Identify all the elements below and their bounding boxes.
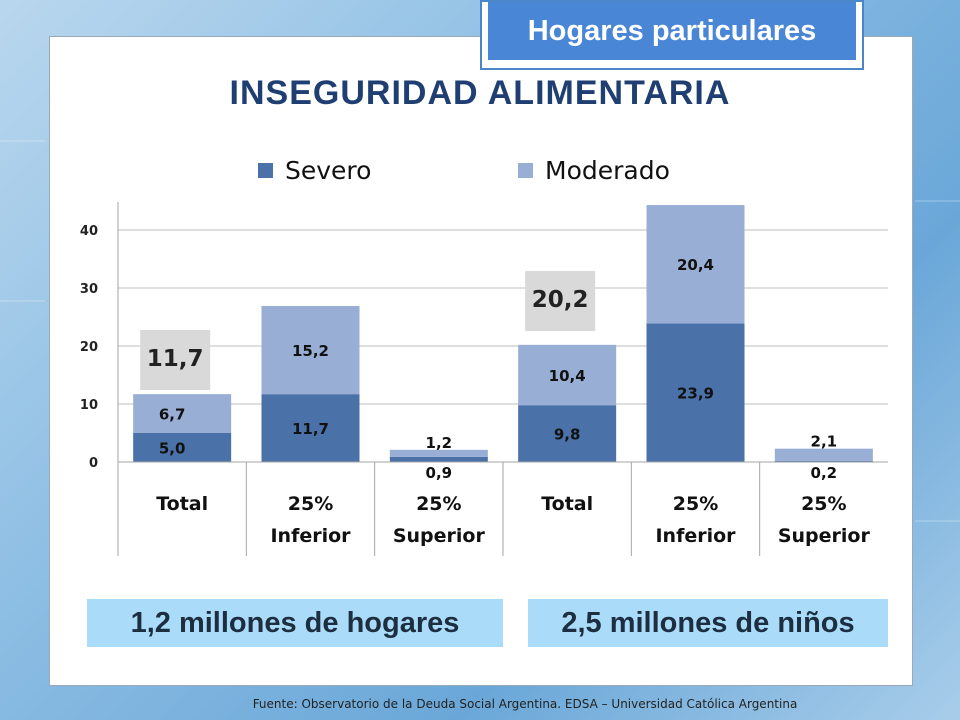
- source-note: Fuente: Observatorio de la Deuda Social …: [252, 697, 798, 711]
- legend-item-severo: Severo: [258, 156, 371, 185]
- y-tick-label: 30: [80, 282, 98, 297]
- x-tick-label: Superior: [778, 525, 871, 547]
- bar-severo: [774, 460, 873, 462]
- ninos-label: 2,5 millones de niños: [561, 606, 855, 639]
- total-callout-box: [140, 330, 211, 390]
- total-callout-label: 20,2: [532, 287, 589, 313]
- section-tag-label: Hogares particulares: [488, 2, 856, 60]
- x-tick-label: Superior: [393, 525, 486, 547]
- data-label-moderado: 15,2: [292, 342, 329, 360]
- ninos-box: 2,5 millones de niños: [528, 599, 888, 647]
- legend-label-severo: Severo: [285, 156, 372, 185]
- total-callout-box: [525, 271, 596, 331]
- x-tick-label: 25%: [801, 493, 846, 515]
- chart-title: INSEGURIDAD ALIMENTARIA: [229, 74, 731, 112]
- bar-moderado: [133, 394, 232, 433]
- data-label-severo: 5,0: [159, 440, 186, 458]
- bar-moderado: [261, 305, 360, 395]
- data-label-moderado: 20,4: [677, 256, 714, 274]
- bar-severo: [646, 323, 745, 462]
- legend-item-moderado: Moderado: [518, 156, 670, 185]
- hogares-label: 1,2 millones de hogares: [130, 606, 460, 639]
- y-tick-label: 20: [80, 340, 98, 355]
- x-tick-label: Total: [541, 493, 593, 515]
- y-tick-label: 10: [80, 398, 98, 413]
- bar-moderado: [389, 449, 488, 457]
- data-label-severo: 11,7: [292, 420, 329, 438]
- section-tag: Hogares particulares: [480, 0, 864, 70]
- hogares-box: 1,2 millones de hogares: [87, 599, 503, 647]
- bar-moderado: [518, 344, 617, 406]
- data-label-severo: 0,9: [426, 464, 453, 482]
- data-label-moderado: 2,1: [811, 433, 838, 451]
- y-tick-label: 40: [80, 224, 98, 239]
- bar-severo: [261, 394, 360, 462]
- legend-swatch-moderado: [518, 163, 533, 178]
- legend-swatch-severo: [258, 163, 273, 178]
- data-label-moderado: 6,7: [159, 406, 186, 424]
- x-tick-label: 25%: [288, 493, 333, 515]
- x-tick-label: Inferior: [655, 525, 736, 547]
- x-tick-label: Total: [156, 493, 208, 515]
- total-callout-label: 11,7: [147, 346, 204, 372]
- bar-severo: [389, 456, 488, 462]
- data-label-severo: 9,8: [554, 426, 581, 444]
- legend-label-moderado: Moderado: [545, 156, 670, 185]
- chart-legend: Severo Moderado: [0, 156, 960, 190]
- data-label-severo: 23,9: [677, 385, 714, 403]
- bar-moderado: [774, 448, 873, 461]
- data-label-moderado: 1,2: [426, 434, 453, 452]
- y-tick-label: 0: [89, 456, 98, 471]
- bar-moderado: [646, 205, 745, 324]
- data-label-severo: 0,2: [811, 464, 838, 482]
- x-tick-label: 25%: [673, 493, 718, 515]
- x-tick-label: 25%: [416, 493, 461, 515]
- data-label-moderado: 10,4: [549, 367, 586, 385]
- x-tick-label: Inferior: [270, 525, 351, 547]
- bar-severo: [518, 405, 617, 462]
- bar-severo: [133, 433, 232, 462]
